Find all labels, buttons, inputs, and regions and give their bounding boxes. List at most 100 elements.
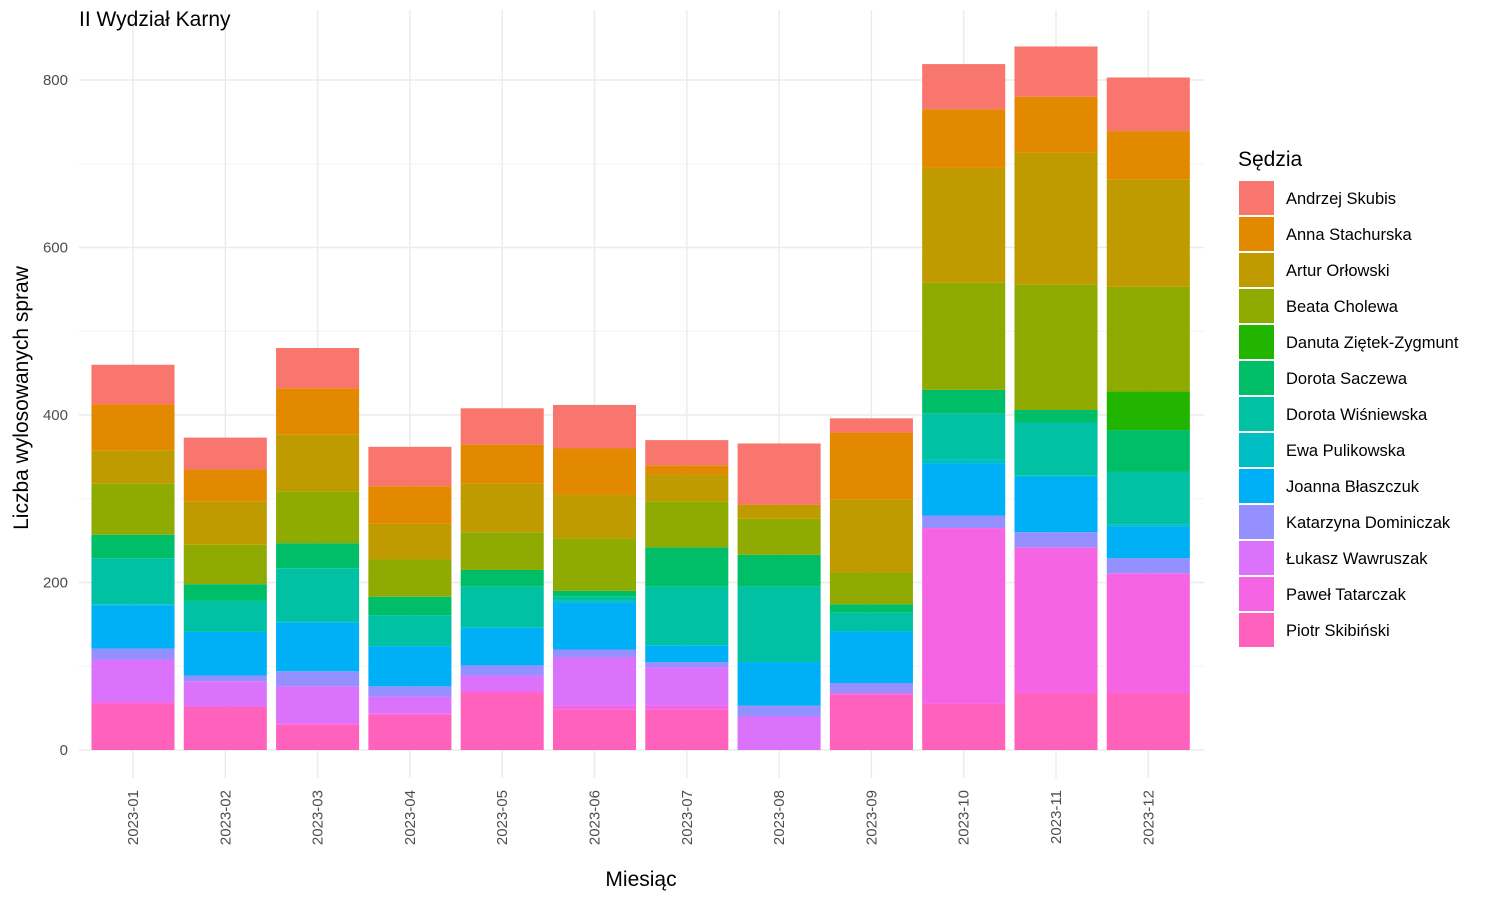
bar-segment: Dorota Saczewa — 2023-07: 47: [645, 547, 729, 587]
bar-segment: Beata Cholewa — 2023-12: 125: [1106, 286, 1190, 392]
bar-segment: Dorota Wiśniewska — 2023-04: 37: [368, 615, 452, 647]
bar-segment: Katarzyna Dominiczak — 2023-04: 12: [368, 686, 452, 697]
bar-segment: Dorota Wiśniewska — 2023-10: 55: [922, 413, 1006, 460]
bar-stack-2023-04: Piotr Skibiński — 2023-04: 42Paweł Tatar…: [368, 446, 452, 750]
x-tick-label: 2023-05: [494, 790, 511, 845]
bar-segment: Katarzyna Dominiczak — 2023-10: 15: [922, 515, 1006, 529]
y-tick-label: 800: [43, 72, 68, 89]
bar-segment: Piotr Skibiński — 2023-11: 68: [1014, 693, 1098, 750]
bar-segment: Andrzej Skubis — 2023-03: 48: [276, 348, 360, 389]
bar-segment: Andrzej Skubis — 2023-07: 30: [645, 440, 729, 466]
bar-segment: Danuta Ziętek-Zygmunt — 2023-12: 46: [1106, 391, 1190, 431]
bar-segment: Dorota Wiśniewska — 2023-09: 22: [829, 612, 913, 632]
bar-segment: Ewa Pulikowska — 2023-06: 2: [552, 600, 637, 603]
bar-segment: Joanna Błaszczuk — 2023-11: 66: [1014, 476, 1098, 533]
legend-item: Andrzej Skubis: [1239, 181, 1396, 215]
x-axis-title: Miesiąc: [605, 868, 676, 891]
bar-segment: Joanna Błaszczuk — 2023-07: 20: [645, 645, 729, 663]
x-tick-label: 2023-02: [217, 790, 234, 845]
bar-segment: Łukasz Wawruszak — 2023-08: 40: [737, 716, 821, 750]
bar-segment: Anna Stachurska — 2023-03: 55: [276, 388, 360, 435]
bar-segment: Andrzej Skubis — 2023-09: 17: [829, 418, 913, 433]
legend-item: Ewa Pulikowska: [1239, 433, 1406, 467]
legend-label: Danuta Ziętek-Zygmunt: [1286, 334, 1459, 352]
bar-segment: Beata Cholewa — 2023-03: 62: [276, 491, 360, 544]
bar-segment: Piotr Skibiński — 2023-02: 52: [183, 706, 267, 750]
bar-segment: Dorota Saczewa — 2023-06: 7: [552, 590, 637, 597]
bar-segment: Anna Stachurska — 2023-05: 47: [460, 444, 544, 484]
bar-segment: Dorota Wiśniewska — 2023-07: 70: [645, 586, 729, 646]
x-tick-label: 2023-07: [679, 790, 696, 845]
legend-label: Piotr Skibiński: [1286, 622, 1390, 640]
bar-segment: Beata Cholewa — 2023-10: 128: [922, 282, 1006, 390]
bar-segment: Andrzej Skubis — 2023-11: 60: [1014, 46, 1098, 97]
bar-segment: Dorota Saczewa — 2023-10: 28: [922, 389, 1006, 414]
legend-item: Paweł Tatarczak: [1239, 577, 1407, 611]
bar-segment: Paweł Tatarczak — 2023-04: 2: [368, 713, 452, 715]
legend-item: Dorota Saczewa: [1239, 361, 1408, 395]
bar-segment: Andrzej Skubis — 2023-08: 73: [737, 443, 821, 505]
bar-segment: Ewa Pulikowska — 2023-11: 2: [1014, 475, 1098, 477]
bar-segment: Andrzej Skubis — 2023-04: 47: [368, 446, 452, 487]
bar-segment: Paweł Tatarczak — 2023-05: 3: [460, 690, 544, 694]
chart-title: II Wydział Karny: [79, 8, 231, 31]
bar-segment: Anna Stachurska — 2023-04: 45: [368, 486, 452, 524]
legend-item: Łukasz Wawruszak: [1239, 541, 1428, 575]
bar-segment: Katarzyna Dominiczak — 2023-08: 13: [737, 705, 821, 717]
x-tick-label: 2023-01: [125, 790, 142, 845]
bar-segment: Katarzyna Dominiczak — 2023-12: 18: [1106, 558, 1190, 574]
bar-segment: Anna Stachurska — 2023-11: 67: [1014, 96, 1098, 153]
bar-stack-2023-07: Piotr Skibiński — 2023-07: 48Paweł Tatar…: [645, 440, 729, 750]
bar-stack-2023-05: Piotr Skibiński — 2023-05: 68Paweł Tatar…: [460, 408, 544, 750]
bar-segment: Dorota Saczewa — 2023-05: 20: [460, 569, 544, 587]
bar-segment: Łukasz Wawruszak — 2023-07: 46: [645, 667, 729, 706]
bar-segment: Joanna Błaszczuk — 2023-04: 48: [368, 646, 452, 687]
bar-segment: Dorota Saczewa — 2023-12: 50: [1106, 430, 1190, 472]
x-tick-label: 2023-03: [310, 790, 327, 845]
bar-segment: Andrzej Skubis — 2023-10: 54: [922, 64, 1006, 110]
legend-key: [1239, 253, 1274, 287]
bar-stack-2023-01: Piotr Skibiński — 2023-01: 55Paweł Tatar…: [91, 364, 175, 750]
bar-segment: Joanna Błaszczuk — 2023-03: 58: [276, 622, 360, 672]
bar-segment: Piotr Skibiński — 2023-12: 68: [1106, 693, 1190, 750]
bar-segment: Piotr Skibiński — 2023-09: 66: [829, 694, 913, 750]
bar-stack-2023-02: Piotr Skibiński — 2023-02: 52Łukasz Wawr…: [183, 437, 267, 750]
bar-segment: Łukasz Wawruszak — 2023-06: 58: [552, 657, 637, 706]
legend-label: Ewa Pulikowska: [1286, 442, 1406, 460]
bar-segment: Beata Cholewa — 2023-05: 45: [460, 532, 544, 570]
legend-label: Łukasz Wawruszak: [1286, 550, 1428, 568]
bar-segment: Dorota Saczewa — 2023-03: 30: [276, 543, 360, 569]
bar-segment: Dorota Saczewa — 2023-01: 28: [91, 534, 175, 559]
legend-key: [1239, 433, 1274, 467]
y-tick-label: 400: [43, 407, 68, 424]
legend-key: [1239, 181, 1274, 215]
legend-item: Dorota Wiśniewska: [1239, 397, 1428, 431]
bar-segment: Ewa Pulikowska — 2023-10: 5: [922, 459, 1006, 464]
bar-segment: Dorota Wiśniewska — 2023-05: 49: [460, 586, 544, 628]
bar-segment: Łukasz Wawruszak — 2023-04: 20: [368, 696, 452, 714]
bar-segment: Dorota Saczewa — 2023-11: 15: [1014, 409, 1098, 423]
legend-key: [1239, 325, 1274, 359]
bar-segment: Piotr Skibiński — 2023-06: 48: [552, 709, 637, 750]
bar-segment: Dorota Saczewa — 2023-02: 20: [183, 584, 267, 601]
legend-label: Dorota Saczewa: [1286, 370, 1408, 388]
bar-segment: Dorota Wiśniewska — 2023-01: 55: [91, 558, 175, 605]
legend-key: [1239, 289, 1274, 323]
legend-item: Joanna Błaszczuk: [1239, 469, 1420, 503]
bar-segment: Dorota Wiśniewska — 2023-03: 63: [276, 568, 360, 622]
bar-segment: Katarzyna Dominiczak — 2023-11: 18: [1014, 532, 1098, 548]
bar-segment: Paweł Tatarczak — 2023-01: 3: [91, 701, 175, 704]
bar-segment: Paweł Tatarczak — 2023-06: 5: [552, 705, 637, 710]
legend-label: Anna Stachurska: [1286, 226, 1412, 244]
bar-segment: Beata Cholewa — 2023-06: 63: [552, 538, 637, 591]
legend-key: [1239, 541, 1274, 575]
bar-segment: Dorota Wiśniewska — 2023-08: 90: [737, 586, 821, 663]
legend-label: Dorota Wiśniewska: [1286, 406, 1428, 424]
bar-segment: Anna Stachurska — 2023-06: 55: [552, 448, 637, 495]
legend-item: Artur Orłowski: [1239, 253, 1390, 287]
y-tick-label: 600: [43, 240, 68, 257]
bar-segment: Łukasz Wawruszak — 2023-05: 18: [460, 675, 544, 691]
x-tick-label: 2023-04: [402, 790, 419, 845]
legend-key: [1239, 577, 1274, 611]
